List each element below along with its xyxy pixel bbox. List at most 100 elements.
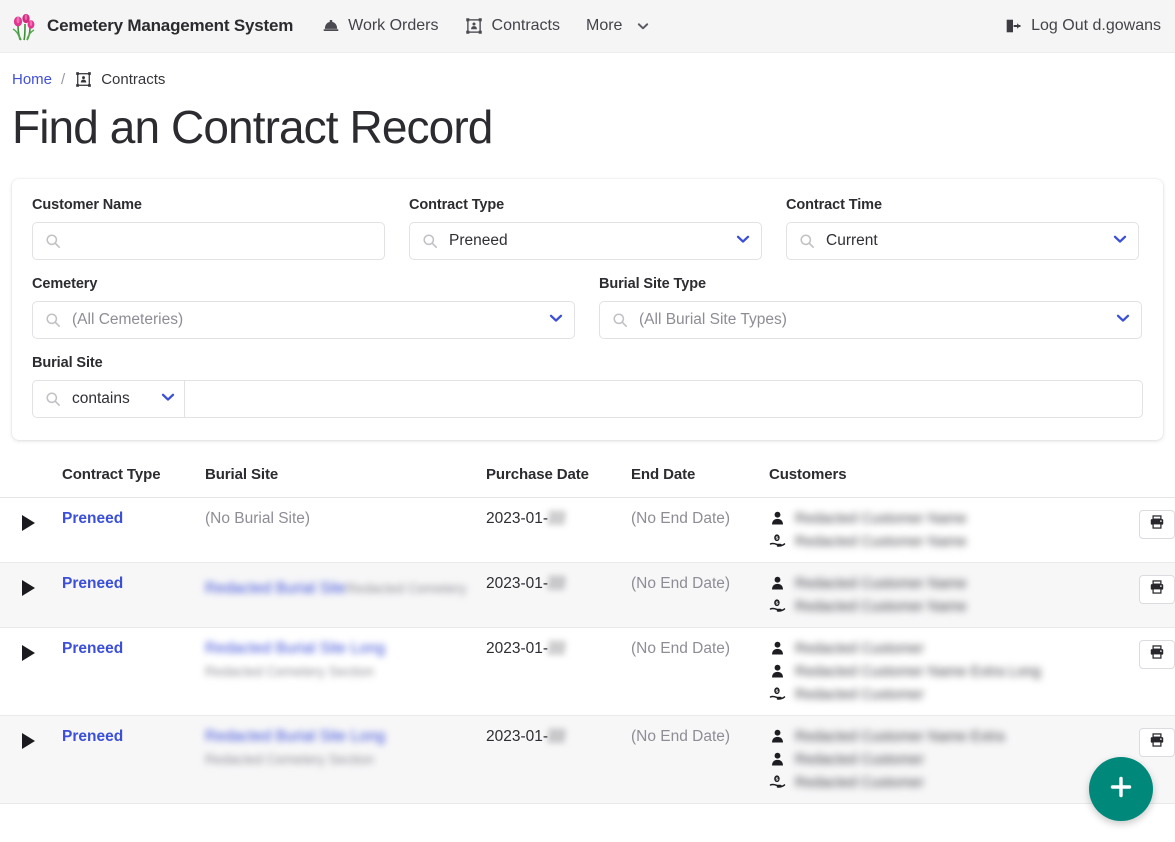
burial-site-text-input[interactable] — [184, 380, 1143, 419]
customer-name[interactable]: Redacted Customer Name Extra — [795, 728, 1005, 745]
chevron-down-icon — [1112, 231, 1128, 252]
breadcrumb-home-link[interactable]: Home — [12, 71, 53, 88]
nav-item-contracts[interactable]: Contracts — [465, 17, 560, 36]
nav-item-work-orders[interactable]: Work Orders — [321, 17, 439, 36]
customer-name[interactable]: Redacted Customer — [795, 686, 924, 703]
filter-row-1: Customer Name Contract Type — [32, 197, 1143, 261]
printer-icon — [1149, 579, 1165, 600]
filter-burial-site-type: Burial Site Type (All Burial Site Types) — [599, 276, 1142, 340]
expand-row-triangle-icon[interactable] — [22, 515, 35, 532]
contracts-results-table: Contract Type Burial Site Purchase Date … — [0, 466, 1175, 805]
customer-name-input[interactable] — [32, 222, 385, 261]
purchase-date-value: 2023-01-22 — [486, 728, 566, 746]
print-contract-button[interactable] — [1139, 575, 1175, 605]
table-header-row: Contract Type Burial Site Purchase Date … — [0, 466, 1175, 499]
customers-cell: Redacted Customer Name Extra Redacted Cus… — [769, 715, 1109, 805]
purchase-date-value: 2023-01-22 — [486, 510, 566, 528]
table-row: Preneed Redacted Burial SiteRedacted Ceme… — [0, 562, 1175, 629]
contract-type-link[interactable]: Preneed — [62, 640, 124, 658]
expand-row-triangle-icon[interactable] — [22, 645, 35, 662]
primary-nav: Work Orders Contracts More — [321, 17, 652, 36]
brand-title: Cemetery Management System — [47, 16, 294, 35]
col-customers: Customers — [769, 466, 1109, 499]
contract-time-value: Current — [826, 232, 878, 250]
print-contract-button[interactable] — [1139, 728, 1175, 758]
contract-type-link[interactable]: Preneed — [62, 728, 124, 746]
person-icon — [769, 751, 786, 768]
burial-site-subtext: Redacted Cemetery Section — [205, 752, 374, 768]
results-section: Contract Type Burial Site Purchase Date … — [0, 466, 1175, 805]
contract-type-select[interactable]: Preneed — [409, 222, 762, 261]
purchase-date-cell: 2023-01-22 — [486, 627, 631, 717]
customer-entry: $ Redacted Customer — [769, 686, 1109, 703]
burial-site-type-select[interactable]: (All Burial Site Types) — [599, 301, 1142, 340]
cemetery-select[interactable]: (All Cemeteries) — [32, 301, 575, 340]
purchase-date-cell: 2023-01-22 — [486, 715, 631, 805]
customers-cell: Redacted Customer Redacted Customer Name … — [769, 627, 1109, 717]
burial-plot-icon — [74, 70, 93, 89]
customer-name[interactable]: Redacted Customer — [795, 751, 924, 768]
customer-name[interactable]: Redacted Customer — [795, 774, 924, 791]
customer-name[interactable]: Redacted Customer Name — [795, 598, 967, 615]
contract-time-label: Contract Time — [786, 197, 882, 214]
svg-text:$: $ — [776, 777, 779, 783]
person-icon — [769, 663, 786, 680]
breadcrumb-current-label: Contracts — [101, 71, 166, 88]
burial-site-link[interactable]: Redacted Burial Site — [205, 580, 347, 598]
chevron-down-icon — [1115, 310, 1131, 331]
burial-site-link[interactable]: Redacted Burial Site Long — [205, 728, 386, 746]
expand-row-triangle-icon[interactable] — [22, 580, 35, 597]
contract-type-cell: Preneed — [62, 497, 205, 564]
purchase-date-redacted: 22 — [548, 728, 566, 746]
end-date-cell: (No End Date) — [631, 497, 769, 564]
col-burial-site: Burial Site — [205, 466, 486, 499]
svg-text:$: $ — [776, 601, 779, 607]
customer-entry: $ Redacted Customer Name — [769, 598, 1109, 615]
customer-entry: $ Redacted Customer Name — [769, 533, 1109, 550]
hand-money-icon: $ — [769, 774, 786, 791]
filter-burial-site: Burial Site contains — [32, 355, 1143, 419]
contract-type-link[interactable]: Preneed — [62, 575, 124, 593]
customer-name[interactable]: Redacted Customer — [795, 640, 924, 657]
end-date-cell: (No End Date) — [631, 627, 769, 717]
expand-row-triangle-icon[interactable] — [22, 733, 35, 750]
customer-name[interactable]: Redacted Customer Name — [795, 533, 967, 550]
customers-cell: Redacted Customer Name $ Redacted Customer… — [769, 497, 1109, 564]
contract-type-link[interactable]: Preneed — [62, 510, 124, 528]
burial-site-link[interactable]: Redacted Burial Site Long — [205, 640, 386, 658]
table-body: Preneed (No Burial Site) 2023-01-22 (No End… — [0, 497, 1175, 805]
burial-site-cell: Redacted Burial Site Long Redacted Cemete… — [205, 715, 486, 805]
col-end-date: End Date — [631, 466, 769, 499]
filter-row-2: Cemetery (All Cemeteries) Burial Site Ty… — [32, 276, 1143, 340]
burial-site-subtext: Redacted Cemetery Section — [205, 664, 374, 680]
add-contract-fab[interactable] — [1089, 757, 1153, 821]
search-icon — [45, 391, 61, 407]
logout-button[interactable]: Log Out d.gowans — [1003, 17, 1161, 36]
purchase-date-redacted: 22 — [548, 575, 566, 593]
customer-name[interactable]: Redacted Customer Name Extra Long — [795, 663, 1041, 680]
person-icon — [769, 575, 786, 592]
table-row: Preneed Redacted Burial Site LongRedacted… — [0, 715, 1175, 805]
chevron-down-icon — [735, 231, 751, 252]
burial-site-operator-select[interactable]: contains — [32, 380, 184, 419]
col-expander — [0, 466, 62, 499]
purchase-date-value: 2023-01-22 — [486, 640, 566, 658]
col-purchase-date: Purchase Date — [486, 466, 631, 499]
purchase-date-redacted: 22 — [548, 640, 566, 658]
contract-time-select[interactable]: Current — [786, 222, 1139, 261]
print-contract-button[interactable] — [1139, 510, 1175, 540]
table-row: Preneed (No Burial Site) 2023-01-22 (No End… — [0, 497, 1175, 564]
breadcrumb-current: Contracts — [74, 70, 165, 89]
search-icon — [612, 312, 628, 328]
search-icon — [45, 233, 61, 249]
customer-name[interactable]: Redacted Customer Name — [795, 575, 967, 592]
print-contract-button[interactable] — [1139, 640, 1175, 670]
burial-site-cell: (No Burial Site) — [205, 497, 486, 564]
customer-name[interactable]: Redacted Customer Name — [795, 510, 967, 527]
burial-site-operator-value: contains — [72, 390, 130, 408]
nav-item-label: More — [585, 17, 623, 34]
nav-item-more[interactable]: More — [586, 17, 652, 36]
burial-site-subtext: Redacted Cemetery — [346, 581, 467, 597]
brand[interactable]: Cemetery Management System — [10, 11, 293, 41]
nav-right-section: Log Out d.gowans — [1003, 17, 1161, 36]
